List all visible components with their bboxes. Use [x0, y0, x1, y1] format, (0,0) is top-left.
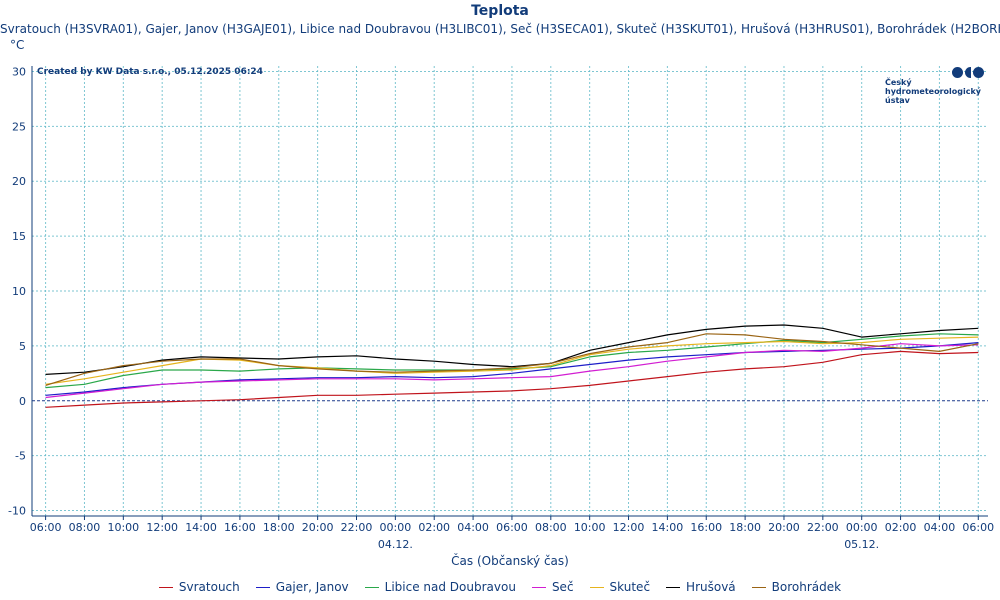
chart-legend: Svratouch Gajer, Janov Libice nad Doubravo…: [0, 580, 1000, 594]
chmi-logo: Český hydrometeorologický ústav: [885, 67, 990, 109]
y-tick-label: -5: [15, 450, 26, 463]
legend-item: Libice nad Doubravou: [364, 580, 516, 594]
x-tick-label: 02:00: [418, 521, 450, 534]
legend-item: Hrušová: [666, 580, 736, 594]
legend-swatch: [589, 586, 604, 588]
x-tick-label: 22:00: [807, 521, 839, 534]
y-tick-label: 30: [12, 65, 26, 78]
series-line-5: [45, 324, 979, 375]
legend-swatch: [158, 586, 173, 588]
legend-label: Borohrádek: [771, 580, 842, 594]
x-tick-label: 16:00: [224, 521, 256, 534]
series-line-3: [45, 343, 979, 399]
x-tick-label: 08:00: [535, 521, 567, 534]
y-tick-label: 15: [12, 230, 26, 243]
credit-text: Created by KW Data s.r.o., 05.12.2025 06…: [37, 67, 263, 77]
x-tick-label: 08:00: [69, 521, 101, 534]
legend-label: Svratouch: [178, 580, 240, 594]
legend-item: Svratouch: [158, 580, 240, 594]
legend-label: Seč: [551, 580, 574, 594]
legend-item: Borohrádek: [751, 580, 842, 594]
logo-mark-icon: [952, 67, 984, 78]
legend-swatch: [364, 586, 379, 588]
y-tick-label: 25: [12, 120, 26, 133]
x-tick-label: 10:00: [107, 521, 139, 534]
legend-swatch: [531, 586, 546, 588]
chart-title: Teplota: [471, 3, 529, 19]
x-tick-label: 02:00: [885, 521, 917, 534]
x-tick-label: 00:00: [846, 521, 878, 534]
x-tick-label: 14:00: [185, 521, 217, 534]
x-tick-label: 06:00: [962, 521, 994, 534]
series-line-2: [45, 333, 979, 389]
legend-swatch: [666, 586, 681, 588]
x-tick-label: 04:00: [457, 521, 489, 534]
legend-item: Seč: [531, 580, 574, 594]
x-date-label: 04.12.: [378, 538, 413, 551]
legend-label: Gajer, Janov: [275, 580, 349, 594]
y-tick-label: 0: [19, 395, 26, 408]
x-tick-label: 18:00: [729, 521, 761, 534]
legend-label: Skuteč: [609, 580, 651, 594]
x-tick-label: 12:00: [613, 521, 645, 534]
x-tick-label: 18:00: [263, 521, 295, 534]
legend-label: Libice nad Doubravou: [384, 580, 516, 594]
y-tick-label: 10: [12, 285, 26, 298]
y-tick-label: 5: [19, 340, 26, 353]
legend-item: Skuteč: [589, 580, 651, 594]
x-date-label: 05.12.: [844, 538, 879, 551]
logo-text: Český hydrometeorologický ústav: [885, 78, 982, 105]
y-axis-unit: °C: [10, 38, 25, 52]
legend-item: Gajer, Janov: [255, 580, 349, 594]
x-tick-label: 16:00: [690, 521, 722, 534]
legend-swatch: [255, 586, 270, 588]
y-tick-label: 20: [12, 175, 26, 188]
x-axis-label: Čas (Občanský čas): [451, 553, 569, 568]
y-tick-label: -10: [8, 505, 26, 518]
x-tick-label: 20:00: [302, 521, 334, 534]
x-tick-label: 20:00: [768, 521, 800, 534]
x-tick-label: 14:00: [652, 521, 684, 534]
legend-label: Hrušová: [686, 580, 736, 594]
chart-subtitle: Svratouch (H3SVRA01), Gajer, Janov (H3GA…: [0, 22, 1000, 36]
x-tick-label: 10:00: [574, 521, 606, 534]
legend-swatch: [751, 586, 766, 588]
series-line-6: [45, 333, 979, 386]
x-tick-label: 06:00: [30, 521, 62, 534]
x-tick-label: 12:00: [146, 521, 178, 534]
x-tick-label: 22:00: [341, 521, 373, 534]
series-line-0: [45, 350, 979, 408]
x-tick-label: 04:00: [924, 521, 956, 534]
x-tick-label: 06:00: [496, 521, 528, 534]
x-tick-label: 00:00: [380, 521, 412, 534]
